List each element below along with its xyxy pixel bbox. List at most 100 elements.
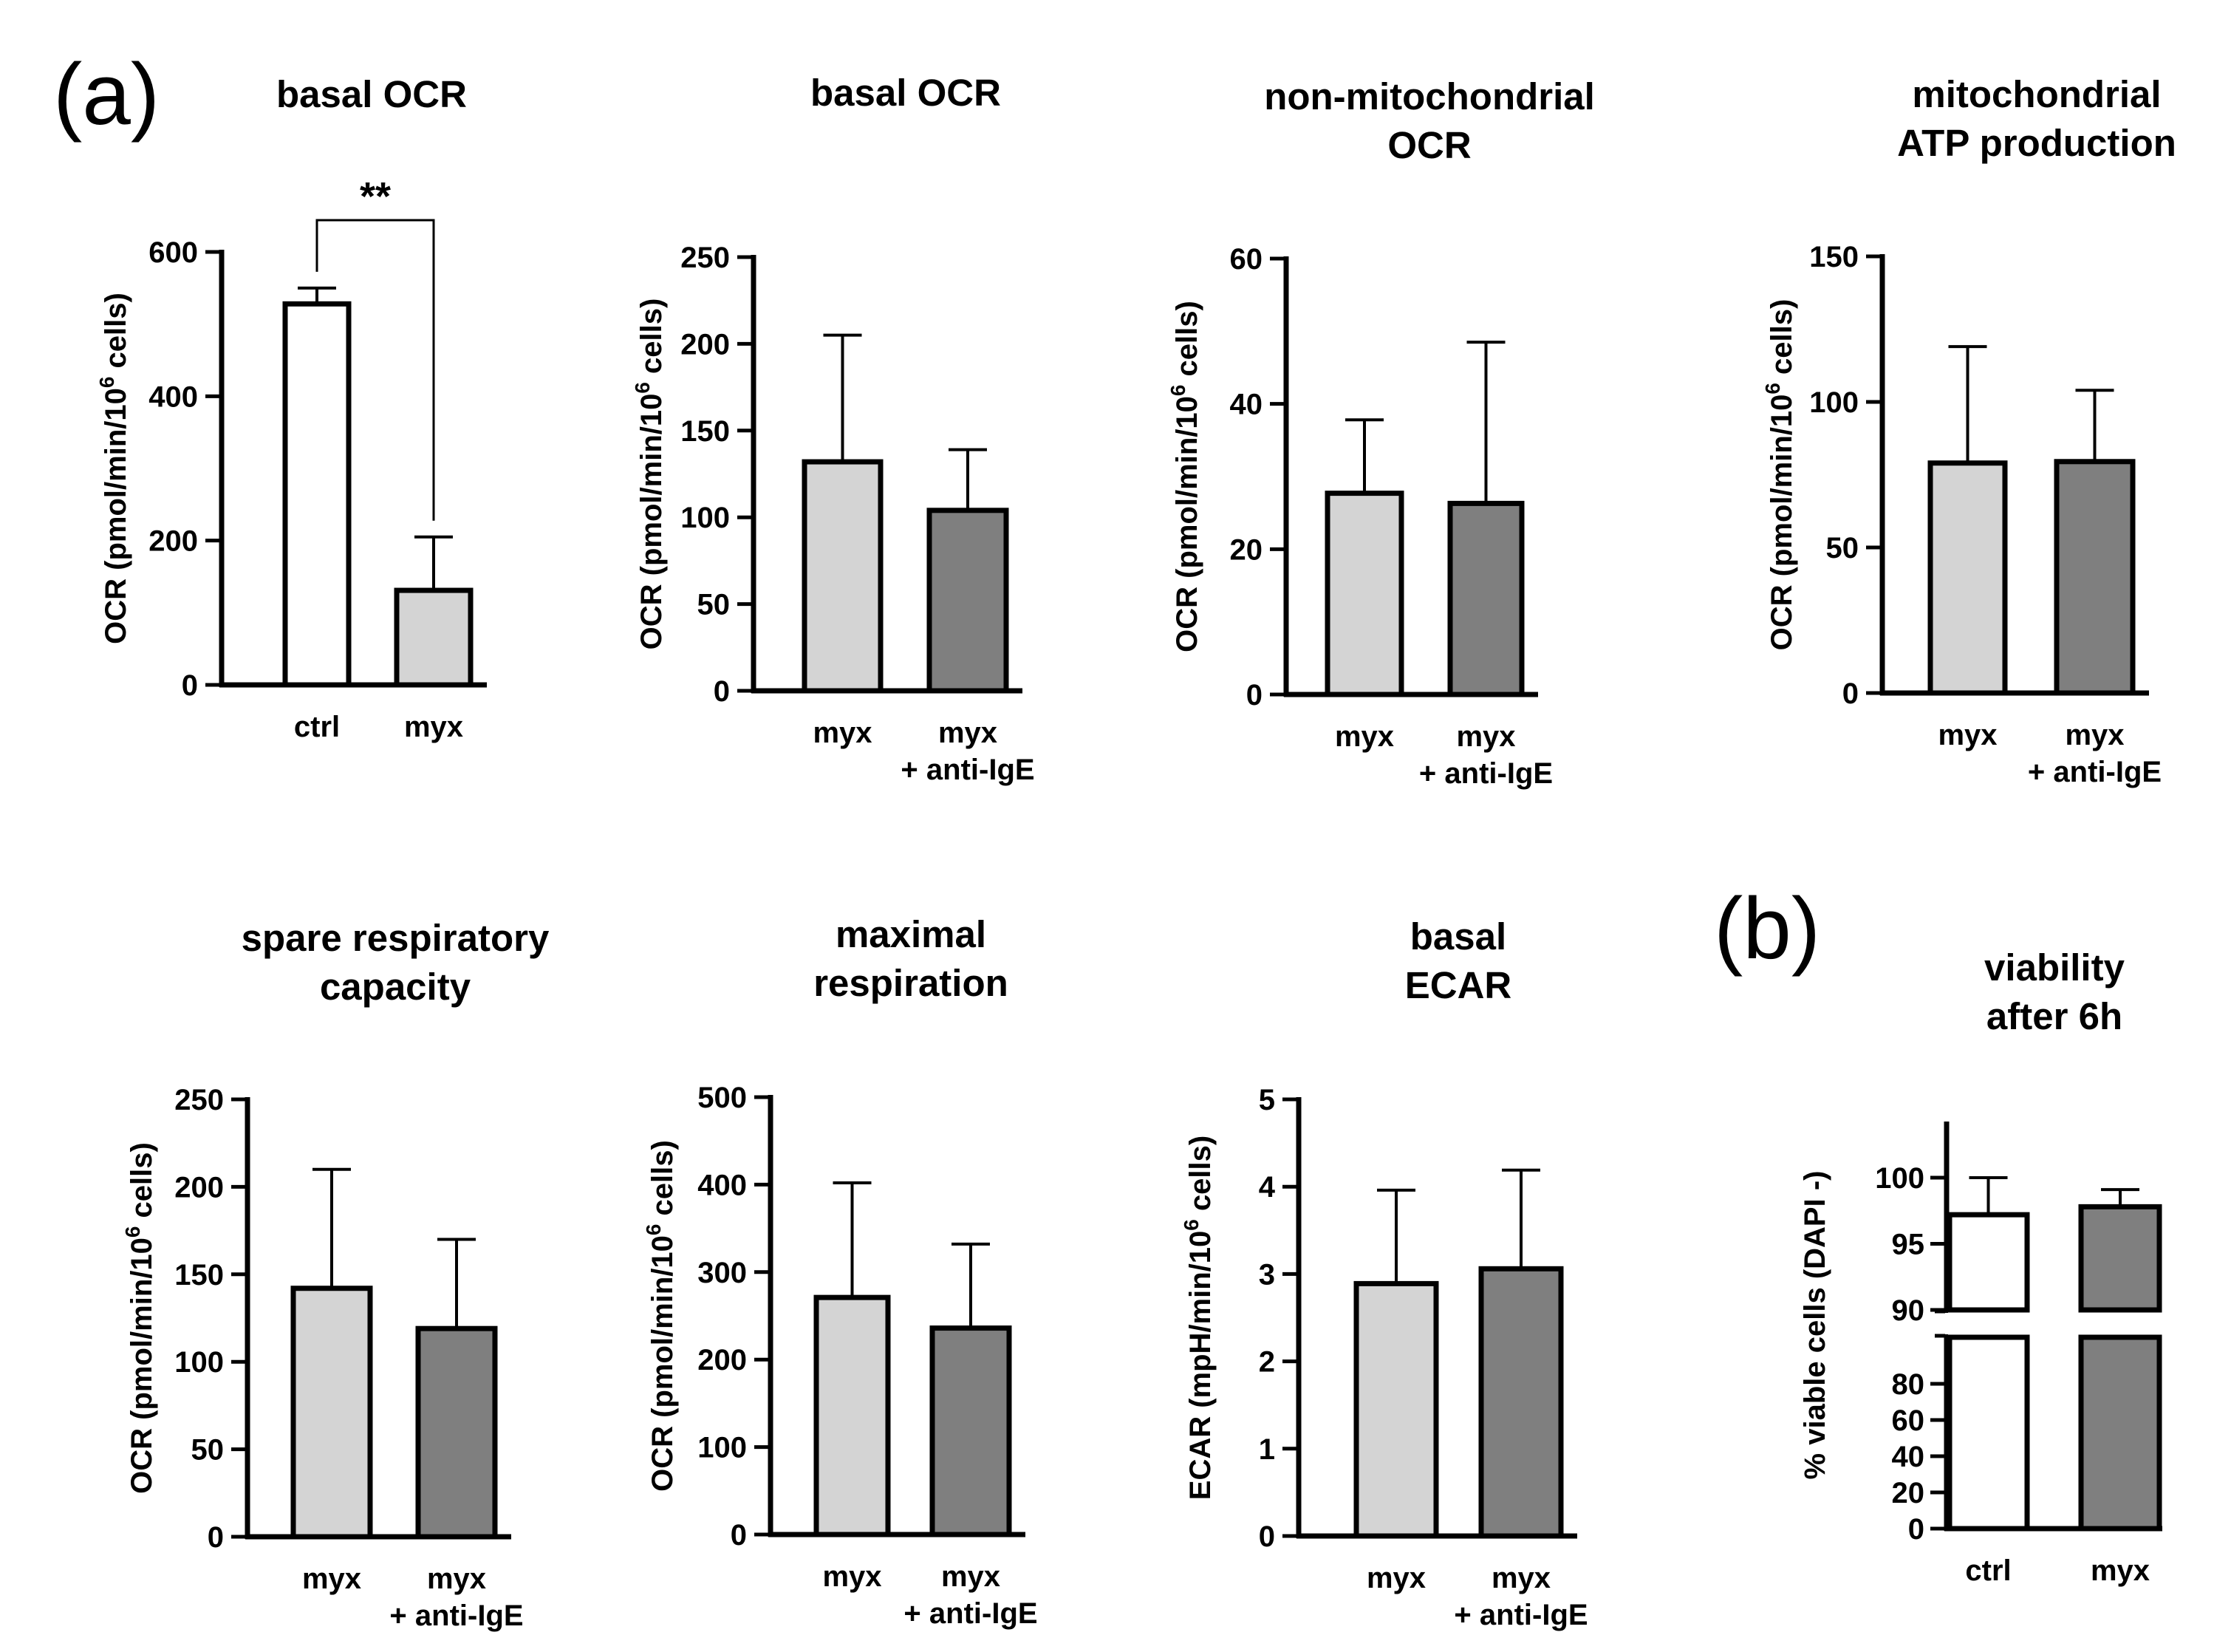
mito-atp-ylabel-sup: 6 [1761,383,1784,395]
non-mito-ocr-ytick-label-3: 60 [1230,243,1263,276]
maximal-respiration-ytick-label-1: 100 [697,1432,747,1464]
mito-atp-bar-1 [2054,459,2136,696]
non-mito-ocr-bar-0 [1325,491,1404,697]
viability-break-gap-1 [2077,1313,2164,1334]
viability-category-0-line-0: ctrl [1965,1554,2011,1587]
basal-ecar-ylabel-suffix: cells) [1184,1136,1217,1219]
basal-ocr-myx-antiige-title-line-0: basal OCR [810,72,1001,114]
non-mito-ocr-title-line-1: OCR [1387,124,1471,166]
maximal-respiration-ylabel: OCR (pmol/min/106 cells) [642,1140,679,1492]
basal-ocr-myx-antiige-ytick-label-1: 50 [697,589,731,621]
basal-ocr-ctrl-myx-category-1-line-0: myx [404,711,463,743]
basal-ocr-ctrl-myx-category-0-line-0: ctrl [294,711,340,743]
basal-ecar-title-line-1: ECAR [1405,964,1512,1006]
non-mito-ocr-ylabel-main: OCR (pmol/min/10 [1171,396,1203,652]
non-mito-ocr-ylabel: OCR (pmol/min/106 cells) [1166,301,1203,652]
viability-ytick-lower-label-3: 60 [1892,1404,1925,1437]
mito-atp-ytick-label-2: 100 [1809,386,1859,419]
basal-ocr-myx-antiige-category-1-line-1: + anti-IgE [901,754,1034,786]
spare-capacity-ytick-label-5: 250 [174,1084,224,1116]
maximal-respiration-ytick-label-4: 400 [697,1169,747,1201]
spare-capacity-title-line-0: spare respiratory [242,917,550,959]
maximal-respiration-ytick-label-3: 300 [697,1257,747,1289]
maximal-respiration-category-0-line-0: myx [822,1560,881,1593]
basal-ocr-ctrl-myx-bar-0 [282,301,352,688]
non-mito-ocr-title-line-0: non-mitochondrial [1264,75,1595,117]
non-mito-ocr-bar-1 [1447,500,1525,697]
spare-capacity-category-0-line-0: myx [302,1563,361,1595]
basal-ocr-ctrl-myx-significance-label: ** [360,174,391,219]
spare-capacity-ylabel-sup: 6 [121,1226,144,1238]
viability-ytick-upper-label-2: 100 [1875,1162,1924,1195]
basal-ocr-ctrl-myx-significance-bracket [315,219,435,521]
basal-ocr-ctrl-myx-ylabel-main: OCR (pmol/min/10 [100,388,132,644]
basal-ecar-category-1-line-0: myx [1492,1562,1551,1594]
basal-ecar-ytick-label-5: 5 [1259,1084,1275,1116]
basal-ecar-ytick-label-3: 3 [1259,1258,1275,1291]
mito-atp-ylabel-main: OCR (pmol/min/10 [1766,395,1798,651]
basal-ecar-ylabel-sup: 6 [1180,1219,1203,1231]
basal-ecar-ytick-label-0: 0 [1259,1520,1275,1553]
non-mito-ocr-ytick-label-0: 0 [1246,679,1263,711]
spare-capacity-ylabel-suffix: cells) [126,1142,158,1226]
spare-capacity-category-1-line-1: + anti-IgE [389,1600,523,1632]
basal-ocr-myx-antiige-category-0-line-0: myx [813,717,872,749]
mito-atp-ytick-label-1: 50 [1826,532,1859,564]
basal-ocr-myx-antiige-bar-1 [926,508,1009,694]
basal-ecar-bar-0 [1353,1280,1439,1539]
basal-ocr-myx-antiige-ytick-label-2: 100 [680,502,730,534]
spare-capacity-title-line-1: capacity [320,966,471,1008]
spare-capacity-ytick-label-1: 50 [191,1434,225,1467]
maximal-respiration-category-1-line-0: myx [941,1560,1000,1593]
viability-title-line-1: after 6h [1986,995,2122,1037]
basal-ocr-myx-antiige-ytick-label-0: 0 [714,675,730,708]
spare-capacity-ytick-label-2: 100 [174,1346,224,1379]
mito-atp-ytick-label-0: 0 [1842,677,1859,710]
spare-capacity-ytick-label-4: 200 [174,1171,224,1204]
basal-ecar-category-1-line-1: + anti-IgE [1454,1599,1588,1631]
viability-ytick-lower-label-1: 20 [1892,1477,1925,1509]
mito-atp-category-0-line-0: myx [1938,719,1997,751]
basal-ocr-myx-antiige-ylabel-suffix: cells) [635,298,668,382]
viability-break-gap-0 [1945,1313,2032,1334]
viability-ylabel: % viable cells (DAPI -) [1799,1171,1831,1480]
basal-ocr-myx-antiige-ytick-label-3: 150 [680,415,730,448]
basal-ocr-ctrl-myx-ytick-label-3: 600 [148,236,198,269]
basal-ocr-myx-antiige-category-1-line-0: myx [938,717,997,749]
basal-ecar-title-line-0: basal [1410,915,1506,958]
maximal-respiration-ylabel-sup: 6 [642,1224,665,1236]
basal-ecar-ytick-label-2: 2 [1259,1346,1275,1379]
non-mito-ocr-ytick-label-2: 40 [1230,389,1263,421]
maximal-respiration-ylabel-main: OCR (pmol/min/10 [646,1235,679,1492]
non-mito-ocr-category-1-line-0: myx [1456,720,1515,753]
spare-capacity-ylabel-main: OCR (pmol/min/10 [126,1238,158,1494]
non-mito-ocr-category-0-line-0: myx [1335,720,1394,753]
spare-capacity-ytick-label-3: 150 [174,1259,224,1291]
basal-ocr-ctrl-myx-title-line-0: basal OCR [276,73,467,115]
basal-ocr-myx-antiige-ytick-label-5: 250 [680,242,730,274]
viability-bar-upper-0 [1947,1212,2030,1313]
basal-ocr-ctrl-myx-ytick-label-2: 400 [148,380,198,413]
mito-atp-category-1-line-0: myx [2065,719,2124,751]
basal-ocr-myx-antiige-ylabel-sup: 6 [631,382,654,394]
mito-atp-title-line-0: mitochondrial [1912,73,2161,115]
non-mito-ocr-ytick-label-1: 20 [1230,533,1263,566]
basal-ecar-category-0-line-0: myx [1367,1562,1426,1594]
panel-label-b: (b) [1714,880,1820,977]
maximal-respiration-title-line-0: maximal [836,913,986,955]
viability-ytick-lower-label-4: 80 [1892,1368,1925,1401]
mito-atp-ytick-label-3: 150 [1809,241,1859,273]
mito-atp-title-line-1: ATP production [1897,122,2176,164]
basal-ocr-ctrl-myx-ylabel-sup: 6 [95,377,118,389]
viability-bar-upper-1 [2078,1204,2162,1313]
basal-ocr-ctrl-myx-ylabel: OCR (pmol/min/106 cells) [95,293,132,644]
viability-ylabel-main: % viable cells (DAPI -) [1799,1171,1831,1480]
viability-bar-lower-1 [2078,1334,2162,1532]
basal-ocr-myx-antiige-ylabel-main: OCR (pmol/min/10 [635,394,668,650]
maximal-respiration-ytick-label-2: 200 [697,1344,747,1376]
panel-label-a: (a) [53,46,160,143]
basal-ocr-ctrl-myx-ytick-label-1: 200 [148,525,198,558]
basal-ecar-ylabel: ECAR (mpH/min/106 cells) [1180,1136,1217,1500]
